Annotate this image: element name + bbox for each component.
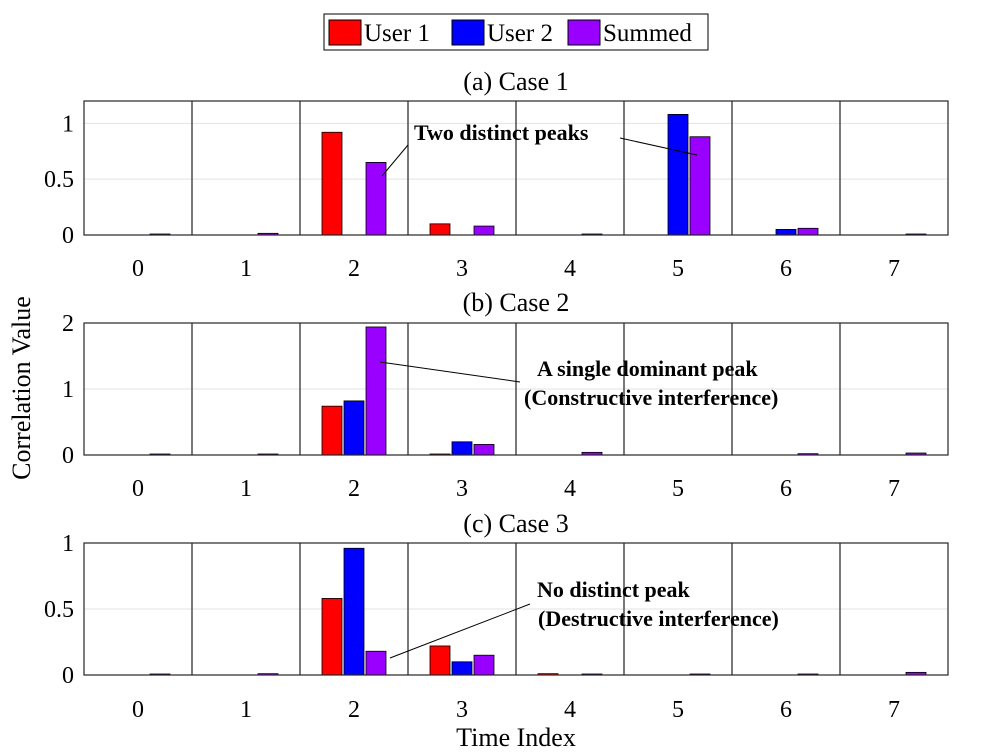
panel-case2: 0 1 2 0 1 2 3 4 5 6 7 A single dominant peak (Constr… xyxy=(62,311,949,502)
axes-box xyxy=(83,322,949,456)
legend: User 1 User 2 Summed xyxy=(323,13,709,51)
panel-case1: 0 0.5 1 0 1 2 3 4 5 6 7 Two distinct peaks xyxy=(44,100,949,282)
y-tick-label: 1 xyxy=(62,531,74,557)
x-tick-label: 3 xyxy=(456,476,468,502)
x-tick-label: 1 xyxy=(240,476,252,502)
legend-box xyxy=(323,13,709,51)
x-tick-label: 6 xyxy=(780,697,792,723)
bar-user1-2 xyxy=(321,598,343,676)
x-tick-label: 4 xyxy=(564,476,576,502)
y-tick-label: 0.5 xyxy=(44,167,74,193)
x-tick-label: 7 xyxy=(888,256,900,282)
y-tick-label: 0 xyxy=(62,223,74,249)
x-tick-label: 6 xyxy=(780,476,792,502)
bar-user1-2 xyxy=(321,131,343,236)
x-tick-label: 1 xyxy=(240,697,252,723)
panel-case3: 0 0.5 1 0 1 2 3 4 5 6 7 No distinct peak (Destructiv… xyxy=(44,531,949,723)
x-tick-label: 6 xyxy=(780,256,792,282)
x-tick-label: 5 xyxy=(672,256,684,282)
x-tick-label: 2 xyxy=(348,476,360,502)
x-tick-label: 7 xyxy=(888,697,900,723)
x-tick-label: 1 xyxy=(240,256,252,282)
x-tick-label: 4 xyxy=(564,256,576,282)
legend-swatch-user2 xyxy=(451,19,485,46)
x-tick-label: 4 xyxy=(564,697,576,723)
legend-label-user2: User 2 xyxy=(487,20,553,47)
legend-swatch-summed xyxy=(567,19,601,46)
bar-summed-2 xyxy=(365,162,387,236)
bar-user2-5 xyxy=(667,114,689,236)
y-tick-label: 2 xyxy=(62,311,74,337)
annotation-text: (Destructive interference) xyxy=(538,606,779,631)
bar-user2-3 xyxy=(451,441,473,456)
annotation-leader xyxy=(381,144,409,177)
x-tick-label: 2 xyxy=(348,697,360,723)
annotation-leader xyxy=(619,137,698,156)
x-tick-label: 3 xyxy=(456,256,468,282)
x-tick-label: 0 xyxy=(132,697,144,723)
bar-summed-2 xyxy=(365,326,387,456)
bar-user1-3 xyxy=(429,645,451,676)
annotation-leader xyxy=(389,603,531,659)
axes-box xyxy=(83,100,949,236)
x-tick-label: 5 xyxy=(672,697,684,723)
bar-summed-3 xyxy=(473,225,495,236)
x-axis-label: Time Index xyxy=(456,723,576,752)
axes-box xyxy=(83,542,949,676)
legend-swatch-user1 xyxy=(328,19,362,46)
x-tick-label: 3 xyxy=(456,697,468,723)
panel-title-case2: (b) Case 2 xyxy=(463,288,570,317)
bar-summed-5 xyxy=(689,136,711,236)
annotation-text: A single dominant peak xyxy=(537,356,758,381)
y-tick-label: 1 xyxy=(62,111,74,137)
x-tick-label: 7 xyxy=(888,476,900,502)
bar-user2-2 xyxy=(343,547,365,676)
bar-summed-2 xyxy=(365,650,387,676)
bar-user1-2 xyxy=(321,405,343,456)
bar-summed-3 xyxy=(473,654,495,676)
panel-title-case1: (a) Case 1 xyxy=(463,67,568,96)
y-tick-label: 1 xyxy=(62,377,74,403)
legend-label-summed: Summed xyxy=(603,20,692,47)
y-tick-label: 0 xyxy=(62,663,74,689)
annotation-text: (Constructive interference) xyxy=(524,385,778,410)
y-tick-label: 0.5 xyxy=(44,597,74,623)
annotation-leader xyxy=(379,361,521,383)
bar-user1-3 xyxy=(429,223,451,236)
y-tick-label: 0 xyxy=(62,443,74,469)
x-tick-label: 0 xyxy=(132,476,144,502)
y-axis-label: Correlation Value xyxy=(7,296,36,480)
x-tick-label: 2 xyxy=(348,256,360,282)
annotation-text: No distinct peak xyxy=(537,577,691,602)
panel-title-case3: (c) Case 3 xyxy=(463,509,568,538)
legend-label-user1: User 1 xyxy=(364,20,430,47)
x-tick-label: 5 xyxy=(672,476,684,502)
bar-summed-3 xyxy=(473,444,495,456)
bar-user2-2 xyxy=(343,400,365,456)
bar-summed-6 xyxy=(797,227,819,236)
bar-user2-3 xyxy=(451,661,473,676)
bar-user2-6 xyxy=(775,229,797,236)
annotation-text: Two distinct peaks xyxy=(414,120,589,145)
x-tick-label: 0 xyxy=(132,256,144,282)
